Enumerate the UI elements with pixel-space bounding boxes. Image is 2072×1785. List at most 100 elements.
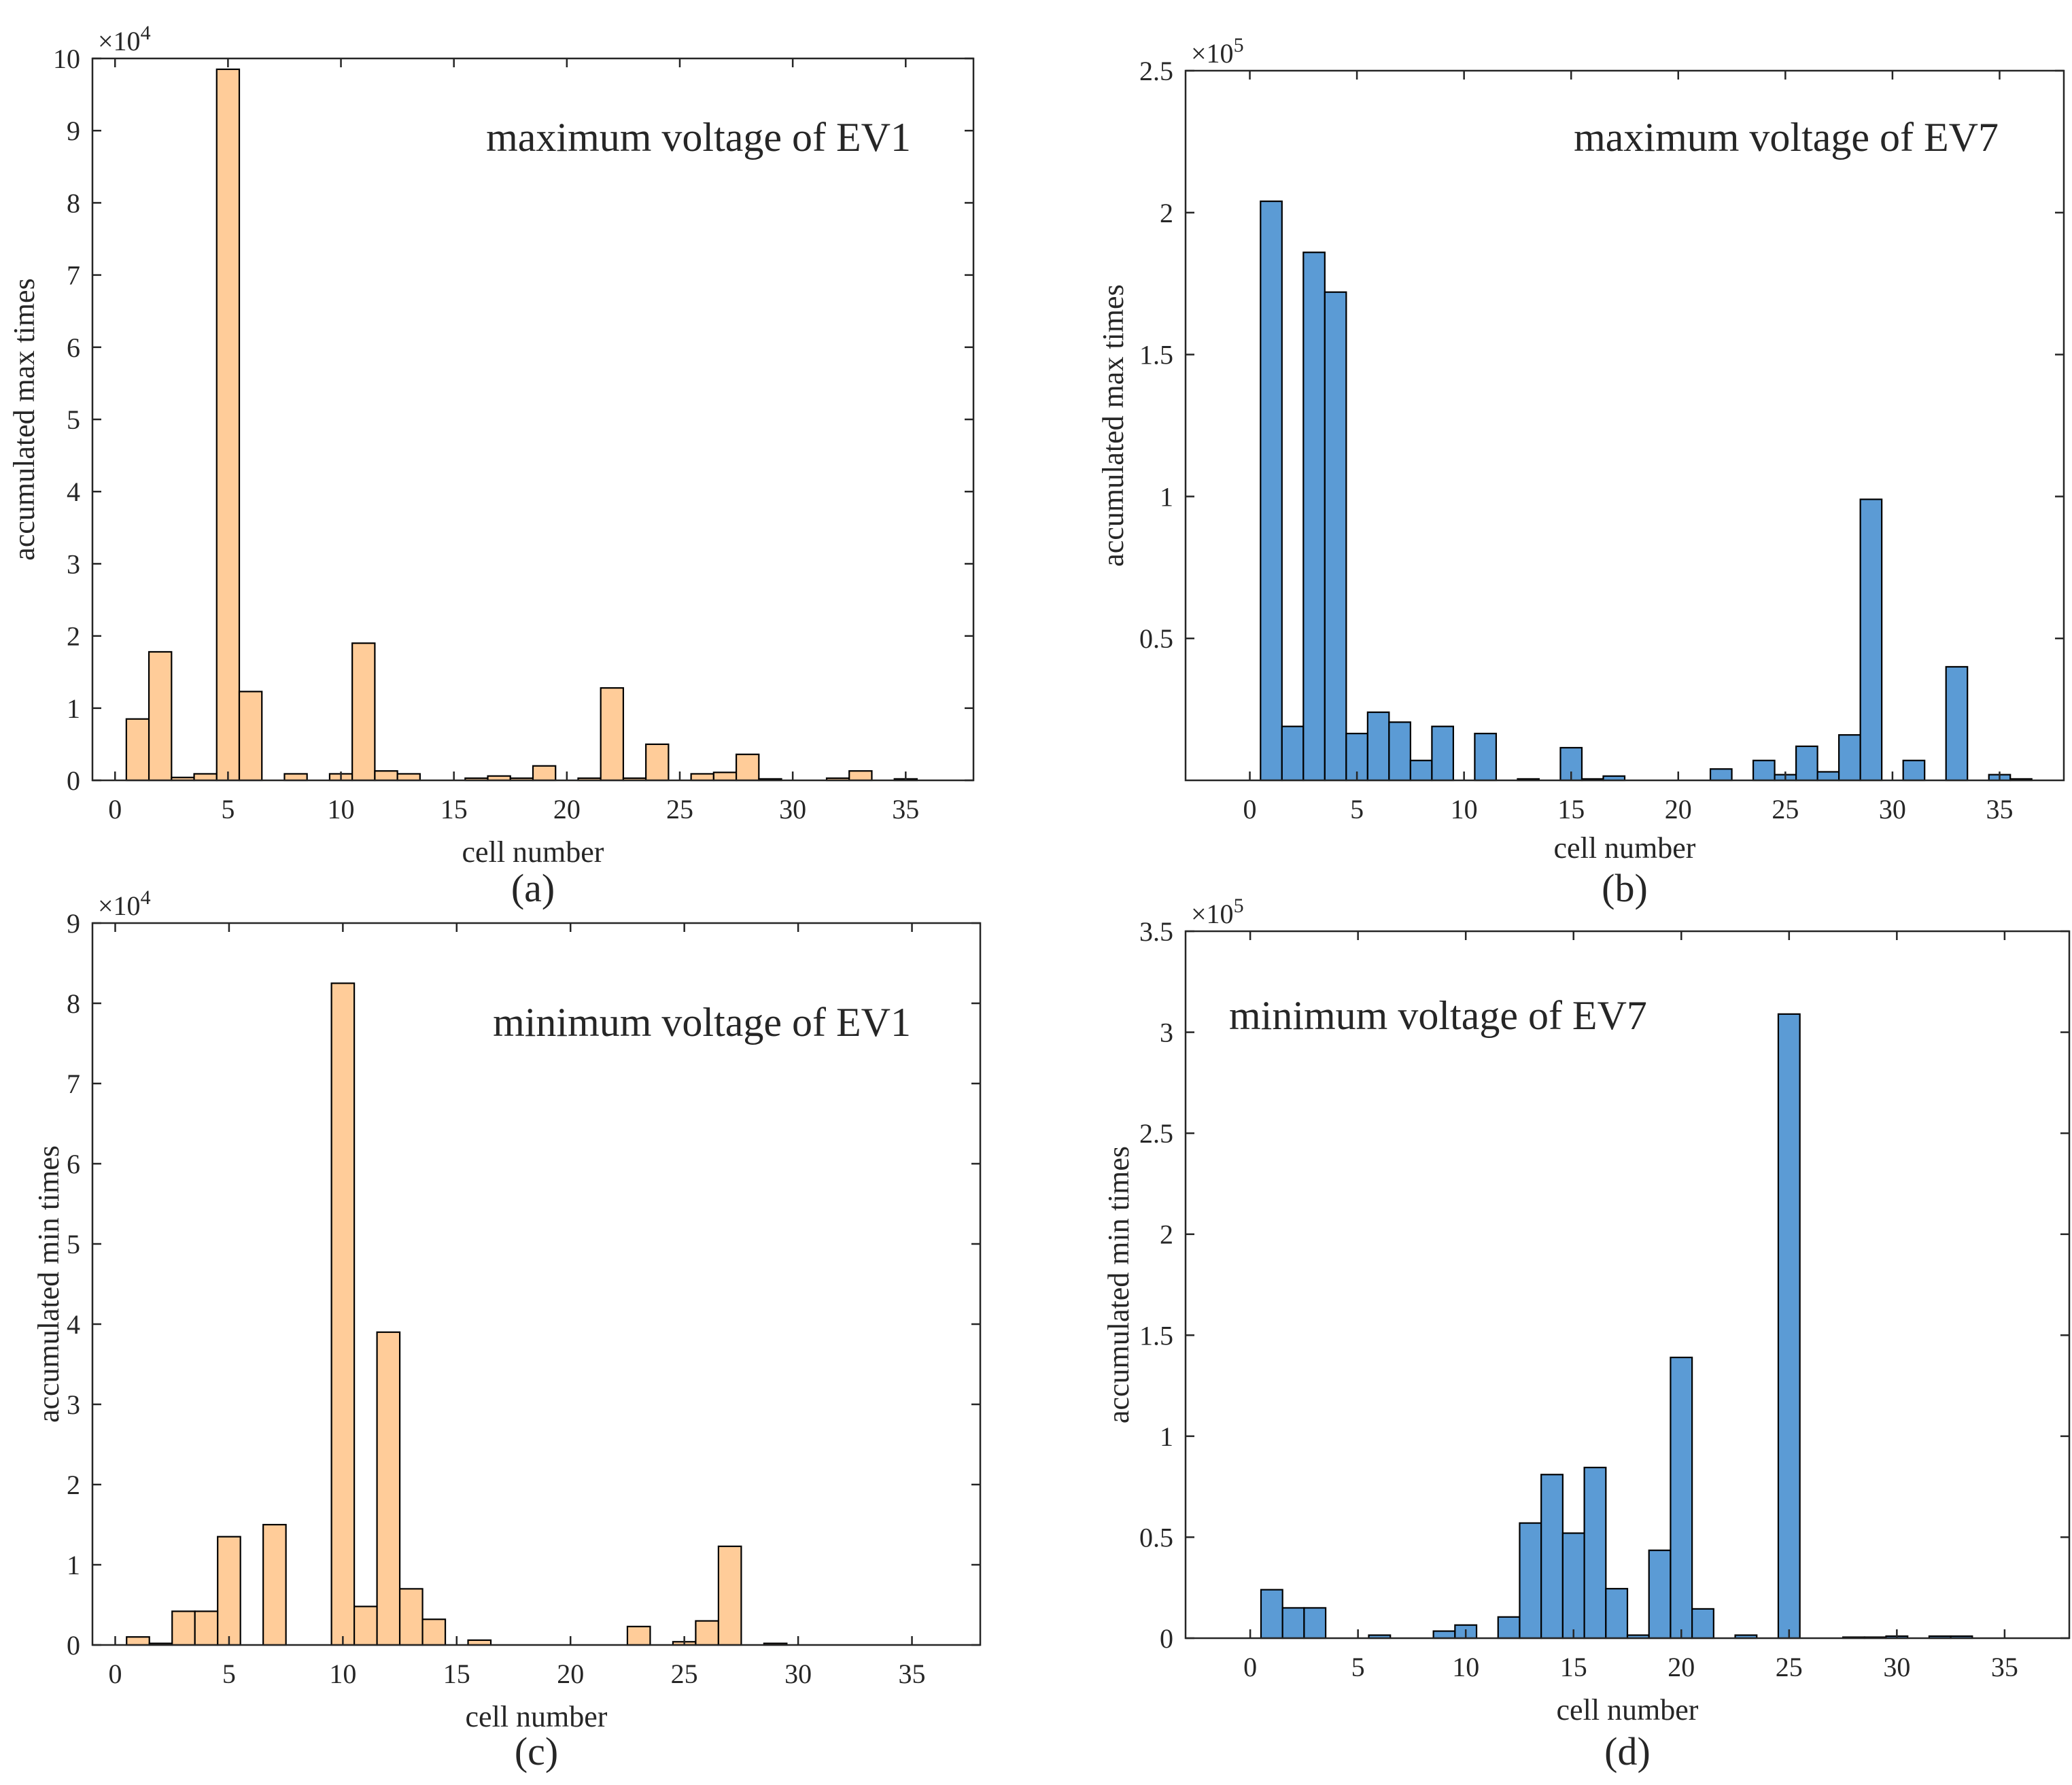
y-exponent-label: ×104 — [98, 22, 151, 56]
x-tick-label: 35 — [899, 1659, 926, 1689]
x-tick-label: 35 — [1986, 794, 2013, 825]
bar — [712, 772, 738, 782]
bar — [376, 1331, 401, 1646]
bar — [1303, 1607, 1327, 1640]
panel-label: (b) — [1602, 866, 1648, 910]
y-axis-label: accumulated min times — [1102, 1146, 1135, 1423]
bar — [1902, 759, 1926, 782]
x-tick-label: 30 — [784, 1659, 812, 1689]
bar — [193, 773, 218, 782]
y-exponent-power: 5 — [1234, 895, 1244, 917]
y-tick-label: 1 — [67, 1550, 80, 1580]
x-tick-label: 0 — [108, 1659, 122, 1689]
chart-title: maximum voltage of EV7 — [1574, 115, 1999, 160]
y-tick-label: 0.5 — [1139, 623, 1173, 654]
y-axis-label: accumulated max times — [7, 278, 41, 560]
bar-series — [126, 982, 788, 1646]
y-tick-label: 7 — [67, 260, 80, 291]
bar — [1540, 1474, 1564, 1640]
bar — [421, 1618, 447, 1646]
bar — [1432, 1630, 1456, 1640]
y-exponent-power: 5 — [1234, 34, 1244, 56]
bar — [1260, 201, 1283, 782]
panel-label: (a) — [511, 866, 555, 910]
bar — [695, 1620, 719, 1646]
x-tick-label: 30 — [779, 794, 806, 825]
panel-label: (d) — [1604, 1729, 1651, 1773]
bar — [396, 773, 421, 782]
bar-series — [1260, 1013, 1973, 1640]
y-tick-label: 0.5 — [1139, 1522, 1173, 1553]
y-tick-label: 0 — [67, 1630, 80, 1661]
plot-frame — [1184, 69, 2065, 782]
y-exponent-power: 4 — [141, 22, 151, 44]
bar — [600, 687, 625, 782]
y-tick-label: 2 — [67, 621, 80, 652]
bar — [217, 1536, 241, 1646]
x-tick-label: 5 — [1351, 1652, 1365, 1682]
y-exponent-label: ×105 — [1191, 895, 1244, 929]
y-tick-label: 2 — [1160, 1219, 1173, 1250]
bar — [735, 753, 760, 782]
bar — [283, 773, 308, 782]
bar — [238, 691, 263, 782]
y-tick-label: 2.5 — [1139, 1118, 1173, 1149]
bar — [690, 773, 714, 782]
y-tick-label: 8 — [67, 988, 80, 1019]
bar — [1497, 1616, 1521, 1640]
bar — [1945, 665, 1969, 782]
bar — [1795, 745, 1818, 782]
x-tick-label: 20 — [1665, 794, 1692, 825]
y-exponent-label: ×105 — [1191, 34, 1244, 69]
x-tick-label: 10 — [329, 1659, 356, 1689]
y-tick-label: 7 — [67, 1069, 80, 1099]
bar — [1519, 1522, 1542, 1640]
bar — [1324, 291, 1347, 782]
y-tick-label: 4 — [67, 476, 80, 507]
x-tick-label: 10 — [1452, 1652, 1479, 1682]
x-axis-label: cell number — [1557, 1693, 1699, 1727]
y-tick-label: 3 — [67, 549, 80, 579]
x-tick-label: 30 — [1883, 1652, 1910, 1682]
x-tick-label: 15 — [1560, 1652, 1587, 1682]
bar — [1583, 1466, 1607, 1640]
bar — [125, 718, 150, 782]
y-tick-label: 6 — [67, 332, 80, 363]
bar — [1777, 1013, 1801, 1640]
bar-series — [1260, 201, 2033, 782]
y-tick-label: 1 — [67, 693, 80, 724]
bar — [351, 642, 376, 782]
y-exponent-power: 4 — [141, 886, 151, 909]
bar — [1605, 1588, 1629, 1640]
x-tick-label: 35 — [892, 794, 919, 825]
y-axis-label: accumulated min times — [32, 1145, 65, 1423]
bar — [1561, 1532, 1585, 1640]
bar — [717, 1545, 742, 1646]
x-tick-label: 25 — [1772, 794, 1799, 825]
y-tick-label: 2 — [67, 1470, 80, 1500]
y-tick-label: 2 — [1160, 198, 1173, 228]
x-tick-label: 30 — [1879, 794, 1906, 825]
bar — [532, 765, 557, 782]
bar — [148, 651, 173, 782]
bar — [1752, 759, 1776, 782]
bar-series — [125, 68, 918, 782]
bar — [353, 1606, 378, 1646]
y-tick-label: 10 — [53, 44, 80, 74]
x-tick-label: 5 — [1350, 794, 1364, 825]
chart-title: maximum voltage of EV1 — [486, 115, 911, 160]
x-tick-label: 5 — [222, 1659, 236, 1689]
x-axis-label: cell number — [466, 1700, 608, 1733]
y-tick-label: 9 — [67, 116, 80, 146]
bar — [1431, 725, 1454, 782]
bar — [1302, 252, 1326, 782]
y-exponent-base: ×10 — [1191, 38, 1234, 69]
bar — [1670, 1356, 1693, 1640]
bar — [194, 1610, 219, 1646]
bar — [1281, 725, 1305, 782]
bar — [1388, 721, 1411, 782]
